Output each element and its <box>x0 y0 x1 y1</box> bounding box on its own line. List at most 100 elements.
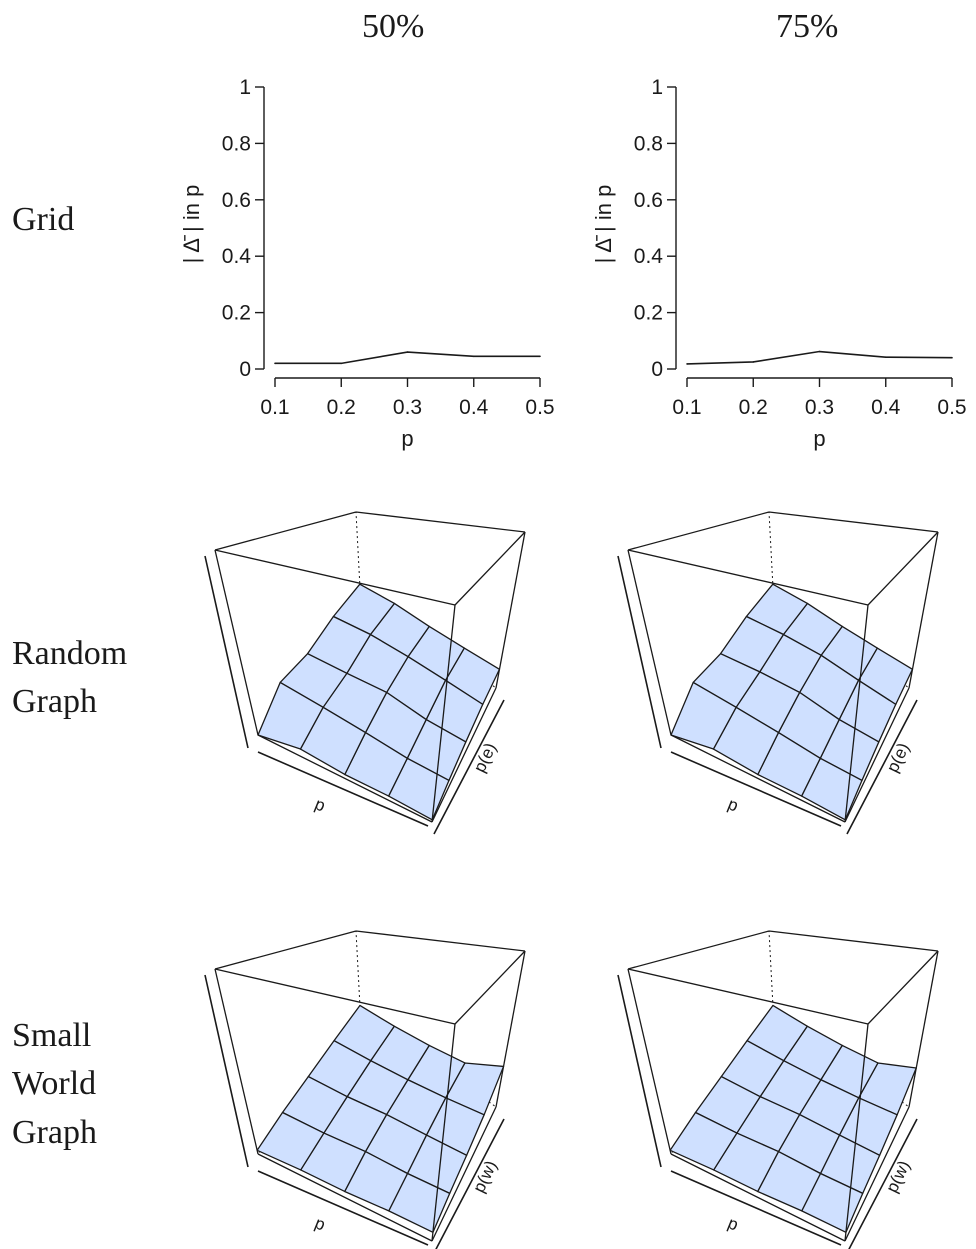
x-axis-label: p <box>312 794 328 815</box>
box-floor-edge <box>670 734 846 823</box>
x-axis-arrow <box>257 1170 429 1246</box>
y-tick-label: 0.2 <box>634 302 663 325</box>
x-axis-arrow <box>670 751 842 827</box>
y-axis-arrow <box>433 699 505 835</box>
box-top-edge <box>454 950 526 1025</box>
z-axis-arrow <box>204 555 249 749</box>
x-axis-label: p <box>725 1213 741 1234</box>
box-vertical-edge <box>431 604 456 823</box>
box-top-edge <box>214 968 456 1025</box>
y-axis-arrow <box>435 1118 505 1249</box>
column-title-75: 75% <box>776 8 839 45</box>
series-point <box>340 362 343 365</box>
z-axis-arrow <box>617 974 662 1168</box>
box-vertical-edge <box>214 549 259 736</box>
box-vertical-edge <box>431 1023 456 1242</box>
box-floor-edge <box>431 687 497 823</box>
surface-plot-small-world-50: p p(w) <box>204 930 526 1249</box>
box-back-edge <box>355 511 361 589</box>
y-tick-label: 0.8 <box>634 132 663 155</box>
box-vertical-edge <box>495 950 526 1108</box>
box-top-edge <box>214 549 456 606</box>
z-axis-arrow <box>204 974 249 1168</box>
series-point <box>406 351 409 353</box>
box-back-edge <box>768 930 774 1008</box>
x-axis-label: p <box>401 426 413 451</box>
y-axis-arrow <box>846 699 918 835</box>
series-point <box>951 356 953 359</box>
series-point <box>274 362 276 365</box>
y-tick-label: 0 <box>239 358 251 381</box>
x-axis-arrow <box>670 1170 842 1246</box>
box-top-edge <box>454 531 526 606</box>
row-label-grid: Grid <box>12 201 75 238</box>
y-tick-label: 0.6 <box>634 189 663 212</box>
box-floor-edge <box>257 1153 433 1242</box>
surface-cell <box>669 1111 738 1171</box>
series-point <box>686 363 688 365</box>
surface-plot-small-world-75: p p(w) <box>617 930 939 1249</box>
box-vertical-edge <box>627 549 672 736</box>
x-tick-label: 0.3 <box>805 396 834 419</box>
y-axis-label: | Δ̄ | in p <box>179 185 204 264</box>
x-axis-label: p <box>813 426 825 451</box>
box-vertical-edge <box>214 968 259 1155</box>
x-axis-label: p <box>725 794 741 815</box>
y-axis-label: p(e) <box>883 740 913 776</box>
box-top-edge <box>867 950 939 1025</box>
series-line <box>686 350 953 365</box>
y-axis-label: p(w) <box>469 1158 501 1196</box>
x-axis-arrow <box>257 751 429 827</box>
box-top-edge <box>768 930 939 952</box>
series-point <box>472 355 475 358</box>
series-line <box>275 351 540 365</box>
box-top-edge <box>627 511 770 551</box>
y-tick-label: 1 <box>239 76 251 99</box>
x-tick-label: 0.4 <box>871 396 901 419</box>
y-tick-label: 0.2 <box>222 302 251 325</box>
box-top-edge <box>355 930 526 952</box>
y-axis-label: p(w) <box>882 1158 914 1196</box>
z-axis-arrow <box>617 555 662 749</box>
box-vertical-edge <box>908 950 939 1108</box>
box-back-edge <box>355 930 361 1008</box>
box-floor-edge <box>844 1106 910 1242</box>
y-tick-label: 0.4 <box>222 245 252 268</box>
series-point <box>884 356 887 358</box>
y-tick-label: 0 <box>651 358 663 381</box>
row-label-small-world-graph: Small World Graph <box>12 1017 97 1151</box>
box-vertical-edge <box>627 968 672 1155</box>
x-tick-label: 0.2 <box>739 396 768 419</box>
box-top-edge <box>627 930 770 970</box>
series-point <box>539 355 541 358</box>
box-top-edge <box>214 930 357 970</box>
row-label-random-graph: Random Graph <box>12 635 128 721</box>
surface-cell <box>256 1111 325 1171</box>
x-tick-label: 0.5 <box>525 396 554 419</box>
x-tick-label: 0.3 <box>393 396 422 419</box>
y-axis-label: p(e) <box>470 740 500 776</box>
line-chart-grid-50: 0 0.2 0.4 0.6 0.8 1 0.1 0.2 0.3 0.4 0.5 p | Δ̄ | in … <box>179 76 555 451</box>
surface-cell <box>670 681 737 750</box>
surface-plot-random-graph-50: p p(e) <box>204 511 526 835</box>
surface-plot-random-graph-75: p p(e) <box>617 511 939 835</box>
box-vertical-edge <box>908 531 939 689</box>
box-vertical-edge <box>844 604 869 823</box>
box-top-edge <box>627 968 869 1025</box>
line-chart-grid-75: 0 0.2 0.4 0.6 0.8 1 0.1 0.2 0.3 0.4 0.5 p | Δ̄ | in … <box>591 76 967 451</box>
box-floor-edge <box>257 734 433 823</box>
box-top-edge <box>214 511 357 551</box>
y-tick-label: 0.4 <box>634 245 664 268</box>
y-tick-label: 1 <box>651 76 663 99</box>
x-tick-label: 0.4 <box>459 396 489 419</box>
box-back-edge <box>768 511 774 589</box>
x-tick-label: 0.1 <box>672 396 701 419</box>
y-tick-label: 0.8 <box>222 132 251 155</box>
column-title-50: 50% <box>362 8 425 45</box>
box-floor-edge <box>844 687 910 823</box>
y-tick-label: 0.6 <box>222 189 251 212</box>
box-top-edge <box>768 511 939 533</box>
box-top-edge <box>867 531 939 606</box>
surface-cell <box>257 681 324 750</box>
